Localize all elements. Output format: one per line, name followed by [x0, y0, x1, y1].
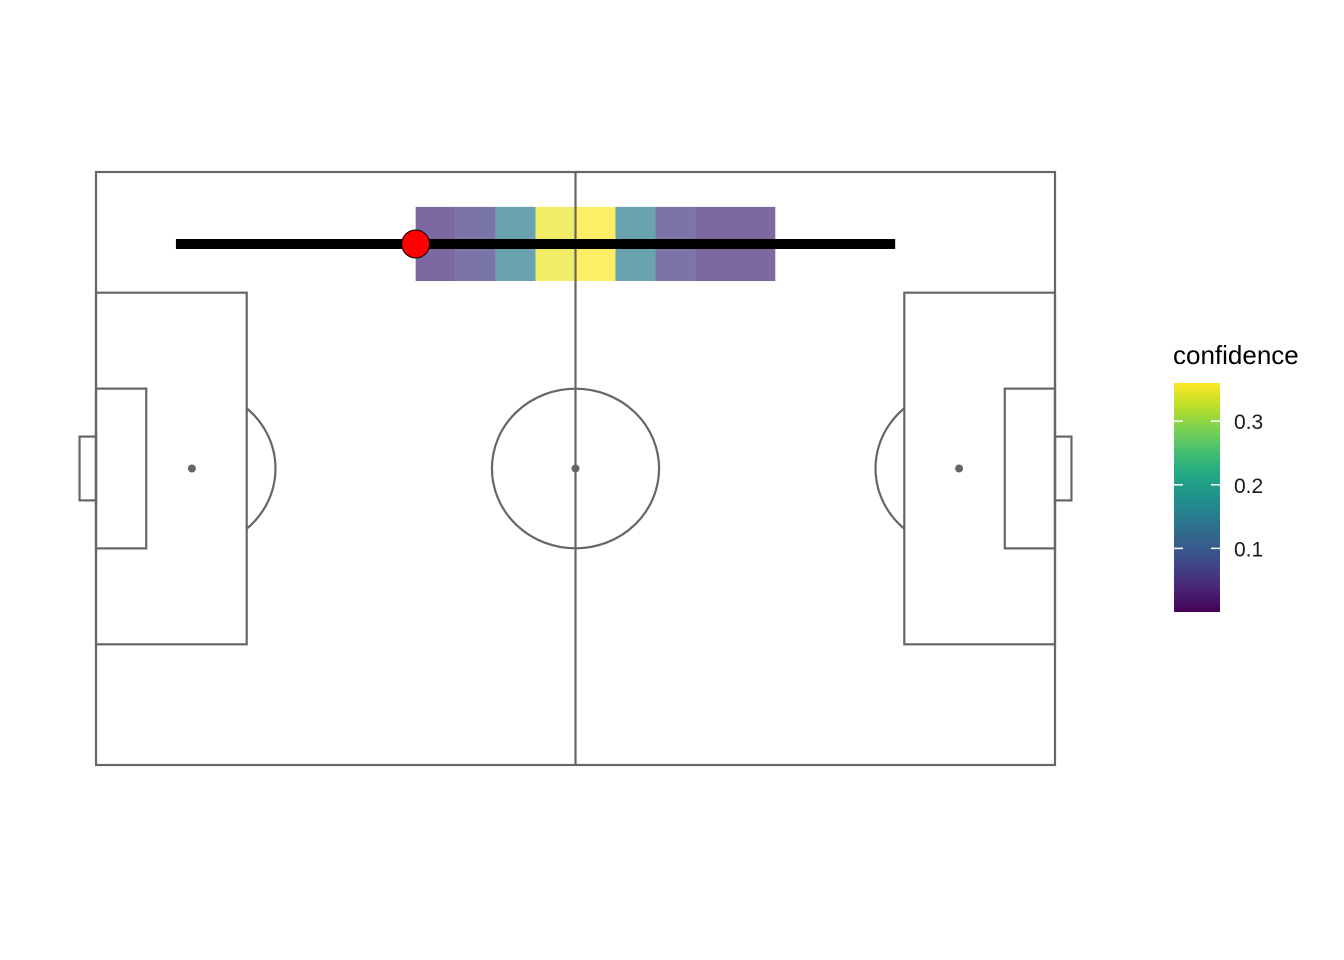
right-goal-area — [1003, 387, 1057, 550]
legend-title: confidence — [1173, 340, 1299, 370]
left-penalty-area — [94, 291, 248, 646]
legend-ticks: 0.1 0.2 0.3 — [1174, 411, 1263, 561]
right-penalty-area — [903, 291, 1057, 646]
left-penalty-arc — [245, 407, 277, 530]
track-layer — [175, 229, 896, 259]
right-penalty-arc — [874, 407, 906, 530]
legend-tick-label: 0.3 — [1234, 411, 1263, 434]
pitch-markings — [78, 170, 1073, 767]
centre-circle — [490, 387, 661, 550]
legend-tick-label: 0.1 — [1234, 538, 1263, 561]
left-goal-area — [94, 387, 148, 550]
legend: confidence 0.1 0.2 0.3 — [1173, 340, 1299, 612]
right-penalty-spot — [955, 464, 964, 473]
left-penalty-spot — [187, 464, 196, 473]
legend-colorbar — [1174, 383, 1220, 612]
centre-spot — [571, 464, 580, 473]
legend-tick-label: 0.2 — [1234, 475, 1263, 498]
left-goal — [78, 435, 98, 502]
right-goal — [1053, 435, 1073, 502]
ball-position-point — [401, 229, 431, 259]
